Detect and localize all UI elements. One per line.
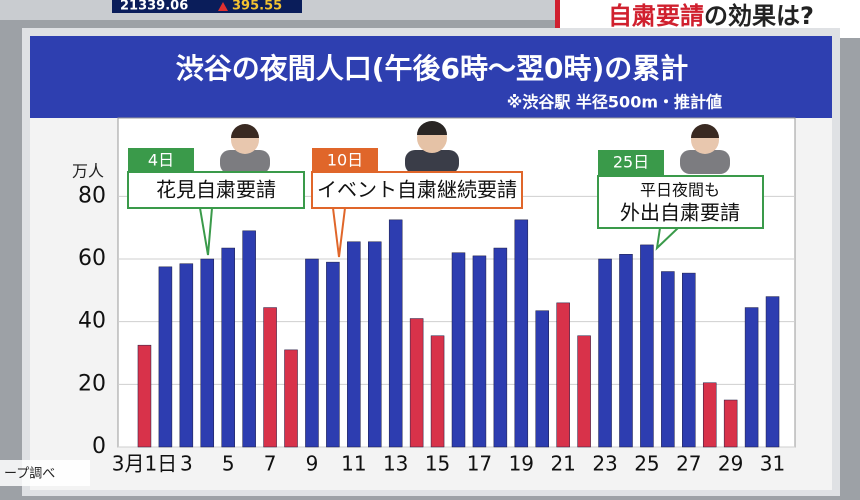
x-tick-label: 13 [383, 452, 408, 476]
bar [619, 254, 633, 448]
up-arrow [218, 2, 228, 11]
annotation-date: 4日 [148, 151, 174, 170]
annotation: 4日 花見自粛要請 [127, 148, 305, 256]
bar [577, 335, 591, 448]
bar [493, 247, 508, 448]
bar [702, 382, 717, 448]
y-tick-label: 20 [78, 371, 106, 396]
source: ープ調べ [4, 467, 55, 482]
x-tick-label: 3月1日 [112, 452, 177, 476]
annotation-date-box [598, 150, 664, 175]
bar [514, 219, 529, 448]
bar [242, 230, 256, 448]
y-tick-label: 0 [92, 434, 106, 459]
annotation-date: 10日 [327, 151, 363, 170]
bar [347, 241, 361, 448]
title-band [30, 36, 832, 118]
y-tick-label: 80 [78, 183, 106, 208]
x-tick-label: 15 [425, 452, 450, 476]
x-tick-label: 29 [718, 452, 743, 476]
x-tick-label: 23 [592, 452, 617, 476]
annotation-box [311, 171, 523, 209]
annotation-box [127, 171, 305, 209]
chart-subtitle: ※渋谷駅 半径500m・推計値 [507, 93, 722, 112]
annotation: 10日 イベント自粛継続要請 [311, 148, 523, 258]
bar [765, 296, 780, 448]
bar [556, 302, 570, 448]
x-tick-label: 17 [467, 452, 492, 476]
annotation-text: 平日夜間も [640, 181, 720, 200]
x-tick-label: 3 [180, 452, 193, 476]
bar [221, 247, 235, 448]
header-rest: の効果は? [704, 2, 814, 30]
chart-title: 渋谷の夜間人口(午後6時～翌0時)の累計 [176, 52, 689, 85]
bar [326, 261, 340, 448]
plot: 0 20 40 60 80 3月1日 3 5 7 9 11 13 15 17 19 21 23 25 27 29 31 [78, 183, 795, 476]
annotation-date: 25日 [613, 153, 649, 172]
ticker-index: 21339.06 [120, 0, 188, 14]
bar [409, 318, 424, 448]
annotation-text: 外出自粛要請 [620, 201, 740, 225]
annotation: 25日 平日夜間も 外出自粛要請 [597, 150, 764, 251]
x-tick-label: 21 [550, 452, 575, 476]
portrait [680, 124, 730, 174]
portrait [220, 124, 270, 174]
bar [200, 258, 215, 448]
y-axis-unit: 万人 [72, 162, 104, 181]
bar [723, 399, 738, 448]
portrait [405, 121, 459, 174]
bar [535, 310, 549, 448]
bar [430, 335, 445, 448]
y-tick-label: 60 [78, 246, 106, 271]
bar [137, 344, 152, 448]
annotation-date-box [312, 148, 378, 173]
x-tick-label: 19 [509, 452, 534, 476]
bar [744, 307, 759, 448]
y-tick-label: 40 [78, 309, 106, 334]
bar [158, 266, 173, 448]
ticker-bar [112, 0, 302, 13]
annotation-text: 花見自粛要請 [156, 178, 276, 202]
bar [368, 241, 382, 448]
source-box [0, 460, 90, 486]
bar [451, 252, 466, 448]
header-accent [555, 0, 560, 38]
bar [661, 271, 675, 448]
annotation-box [597, 175, 764, 229]
header-title: 自粛要請の効果は? [608, 2, 814, 30]
x-tick-label: 5 [222, 452, 235, 476]
annotation-date-box [128, 148, 194, 173]
ticker-change: 395.55 [232, 0, 282, 14]
x-tick-label: 9 [306, 452, 319, 476]
bar [305, 258, 319, 448]
x-tick-label: 31 [760, 452, 785, 476]
annotation-text: イベント自粛継続要請 [317, 178, 517, 202]
bar [179, 263, 194, 448]
bar [598, 258, 612, 448]
bar [284, 349, 298, 448]
header-highlight: 自粛要請 [608, 2, 704, 30]
bar [682, 272, 696, 448]
x-tick-label: 7 [264, 452, 277, 476]
bar [263, 307, 277, 448]
x-tick-label: 11 [341, 452, 366, 476]
x-tick-label: 27 [676, 452, 701, 476]
bar [640, 244, 654, 448]
bar [388, 219, 403, 448]
bar [472, 255, 487, 448]
x-tick-label: 25 [634, 452, 659, 476]
